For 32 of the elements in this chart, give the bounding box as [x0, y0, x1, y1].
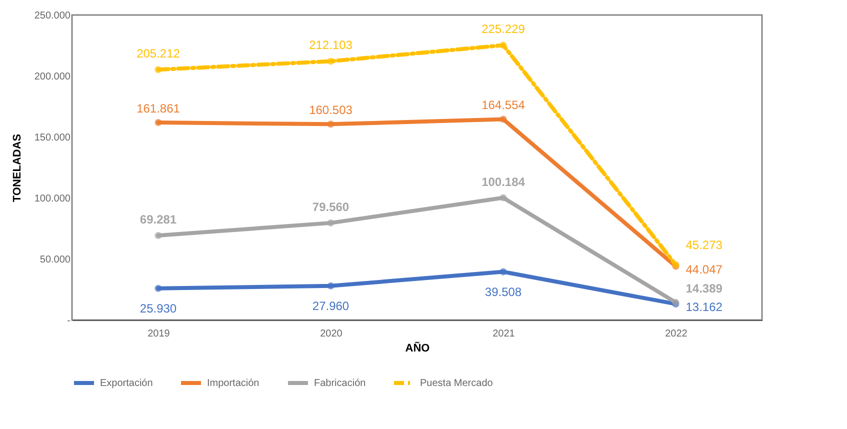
data-label: 45.273	[686, 238, 723, 252]
y-tick-label: 100.000	[34, 194, 71, 204]
data-label: 164.554	[482, 98, 526, 112]
data-label: 100.184	[482, 174, 526, 189]
data-label: 25.930	[140, 301, 177, 316]
data-label: 44.047	[686, 262, 723, 276]
legend-label: Fabricación	[314, 378, 366, 389]
data-label: 160.503	[309, 103, 353, 118]
y-tick-label: 150.000	[34, 132, 71, 144]
y-tick-label: -	[67, 316, 70, 326]
data-label: 212.103	[309, 38, 353, 52]
data-label: 69.281	[140, 212, 177, 226]
data-label: 161.861	[136, 102, 180, 116]
x-tick-label: 2020	[320, 328, 343, 340]
y-axis-title: TONELADAS	[11, 134, 24, 202]
data-label: 79.560	[312, 200, 350, 214]
legend-label: Exportación	[100, 378, 153, 389]
data-label: 27.960	[312, 298, 350, 313]
data-label: 225.229	[482, 22, 526, 36]
x-tick-label: 2021	[492, 328, 516, 340]
legend-label: Importación	[207, 378, 260, 389]
y-tick-label: 250.000	[34, 10, 71, 22]
data-label: 39.508	[484, 284, 522, 299]
x-tick-label: 2022	[665, 328, 688, 340]
data-label: 205.212	[136, 46, 180, 61]
y-tick-label: 50.000	[40, 254, 71, 266]
data-label: 13.162	[686, 300, 723, 314]
legend-label: Puesta Mercado	[420, 378, 494, 389]
x-tick-label: 2019	[148, 328, 170, 340]
x-axis-title: AÑO	[405, 342, 430, 354]
data-label: 14.389	[686, 281, 723, 296]
y-tick-label: 200.000	[34, 72, 71, 82]
